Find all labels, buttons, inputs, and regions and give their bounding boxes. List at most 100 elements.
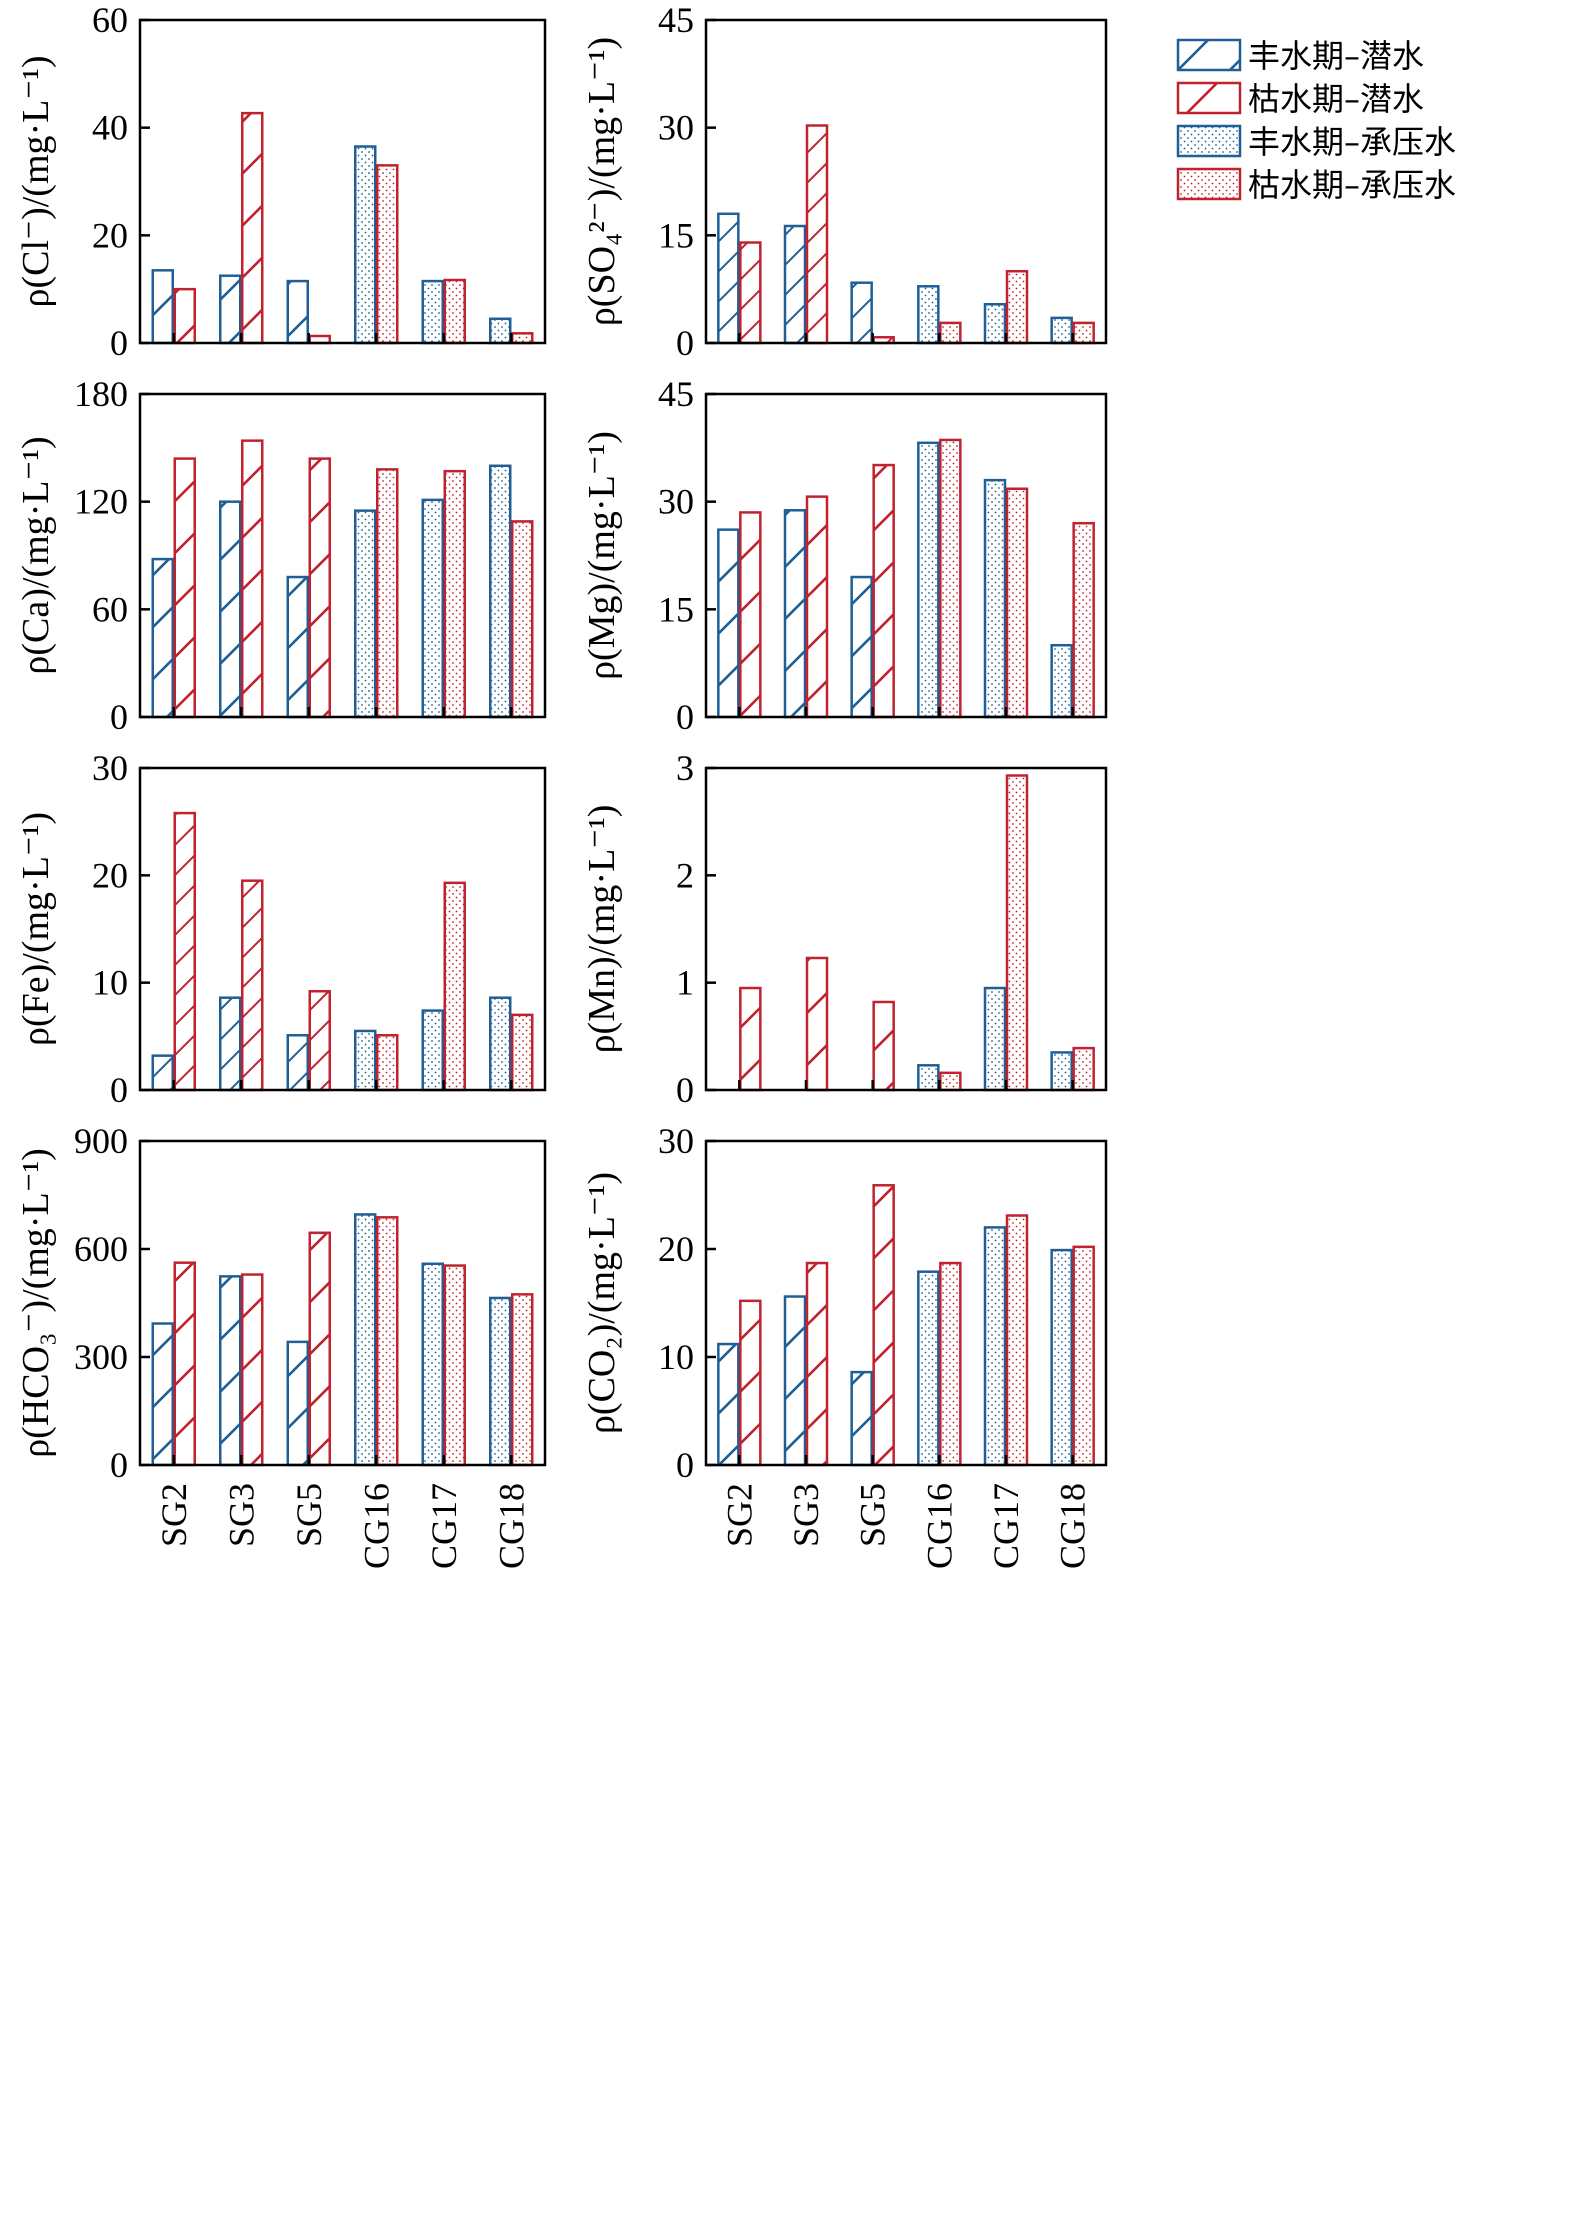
- y-axis-label: ρ(Mn)/(mg·L⁻¹): [581, 805, 623, 1054]
- y-axis-label: ρ(Fe)/(mg·L⁻¹): [15, 812, 57, 1046]
- legend-swatch: [1176, 38, 1242, 72]
- bar-sg5-wet: [286, 1340, 309, 1467]
- y-axis-label: ρ(CO₂)/(mg·L⁻¹): [581, 1172, 623, 1434]
- bar-sg3-dry: [805, 495, 829, 719]
- legend-swatch: [1176, 81, 1242, 115]
- y-tick-label: 3: [676, 748, 694, 788]
- chart-panel-8: 0 10 20 30 ρ(CO₂)/(mg·L⁻¹) SG2 SG3 SG5 CG16 CG17 C…: [581, 1121, 1108, 1569]
- bar-sg3-wet: [219, 1275, 242, 1467]
- bar-sg5-wet: [286, 279, 309, 345]
- bar-sg2-wet: [717, 528, 740, 719]
- bar-cg16-dry: [376, 1034, 399, 1092]
- bar-sg5-dry: [872, 463, 895, 719]
- bar-sg2-wet: [151, 1054, 174, 1092]
- bar-sg5-dry: [308, 990, 331, 1092]
- bar-cg18-wet: [489, 1296, 512, 1467]
- plot-frame: [138, 392, 547, 719]
- bar-cg16-dry: [376, 468, 399, 719]
- legend-item-4: 枯水期–承压水: [1176, 166, 1456, 204]
- y-axis-label: ρ(Ca)/(mg·L⁻¹): [15, 436, 57, 674]
- bar-cg18-wet: [489, 317, 512, 345]
- y-tick-label: 600: [74, 1229, 128, 1269]
- y-tick-label: 10: [92, 963, 128, 1003]
- bar-sg3-dry: [241, 439, 264, 719]
- bar-cg18-dry: [511, 1293, 534, 1467]
- bar-sg2-dry: [173, 1261, 196, 1467]
- bar-sg3-wet: [219, 500, 242, 719]
- bar-sg2-dry: [173, 287, 196, 345]
- bar-cg17-dry: [1005, 487, 1029, 719]
- bar-cg16-dry: [376, 1216, 399, 1467]
- bar-cg17-wet: [983, 478, 1007, 719]
- bar-cg17-dry: [443, 1264, 466, 1467]
- bar-sg3-wet: [783, 1295, 807, 1467]
- bar-sg3-dry: [805, 124, 829, 345]
- y-tick-label: 10: [658, 1337, 694, 1377]
- bar-cg17-wet: [983, 986, 1007, 1092]
- y-tick-label: 1: [676, 963, 694, 1003]
- bar-cg18-dry: [1072, 1046, 1095, 1092]
- y-tick-label: 30: [658, 482, 694, 522]
- bar-cg16-dry: [939, 1071, 962, 1092]
- bar-cg18-wet: [1050, 316, 1073, 345]
- chart-panel-1: 0 20 40 60 ρ(Cl⁻)/(mg·L⁻¹): [15, 0, 547, 363]
- legend-item-1: 丰水期–潜水: [1176, 37, 1424, 75]
- bar-cg16-wet: [917, 1064, 940, 1092]
- bar-cg17-wet: [421, 279, 444, 345]
- chart-panel-5: 0 10 20 30 ρ(Fe)/(mg·L⁻¹): [15, 748, 547, 1110]
- y-axis-label: ρ(Cl⁻)/(mg·L⁻¹): [15, 56, 57, 308]
- y-tick-label: 0: [110, 697, 128, 737]
- x-category-label: SG5: [289, 1483, 329, 1547]
- bar-cg18-dry: [511, 1013, 534, 1092]
- y-axis-label: ρ(SO₄²⁻)/(mg·L⁻¹): [581, 37, 623, 326]
- x-category-label: SG3: [221, 1483, 261, 1547]
- bar-sg2-dry: [739, 241, 762, 345]
- bar-cg16-dry: [939, 321, 962, 345]
- y-tick-label: 20: [92, 855, 128, 895]
- x-category-label: SG2: [719, 1483, 759, 1547]
- y-tick-label: 15: [658, 589, 694, 629]
- bar-cg17-wet: [421, 1262, 444, 1467]
- bar-cg17-wet: [983, 1226, 1007, 1467]
- bar-sg2-dry: [173, 811, 196, 1092]
- bar-cg17-wet: [421, 498, 444, 719]
- y-tick-label: 0: [676, 697, 694, 737]
- y-tick-label: 40: [92, 108, 128, 148]
- x-category-label: CG17: [986, 1483, 1026, 1569]
- bar-cg18-dry: [511, 520, 534, 719]
- bar-sg5-wet: [286, 575, 309, 719]
- bar-sg2-dry: [739, 1299, 762, 1467]
- y-tick-label: 20: [92, 215, 128, 255]
- legend-label: 丰水期–潜水: [1248, 37, 1424, 75]
- y-tick-label: 120: [74, 482, 128, 522]
- bar-cg17-wet: [983, 302, 1007, 345]
- chart-panel-4: 0 15 30 45 ρ(Mg)/(mg·L⁻¹): [581, 374, 1108, 737]
- plot-frame: [138, 18, 547, 345]
- plot-frame: [138, 1139, 547, 1467]
- bar-cg18-wet: [489, 464, 512, 719]
- bar-sg3-wet: [783, 509, 807, 719]
- y-tick-label: 0: [676, 1445, 694, 1485]
- y-tick-label: 30: [658, 1121, 694, 1161]
- bar-cg17-dry: [443, 881, 466, 1092]
- bar-cg16-wet: [354, 145, 377, 345]
- bar-sg3-wet: [219, 274, 242, 345]
- legend-label: 枯水期–承压水: [1248, 166, 1456, 204]
- chart-panel-3: 0 60 120 180 ρ(Ca)/(mg·L⁻¹): [15, 374, 547, 737]
- bar-sg5-dry: [308, 1231, 331, 1467]
- bar-sg3-dry: [805, 956, 829, 1092]
- bar-cg16-wet: [917, 285, 940, 345]
- bar-sg5-dry: [872, 1184, 895, 1467]
- bar-cg18-wet: [1050, 643, 1073, 719]
- plot-frame: [704, 766, 1108, 1092]
- bar-sg2-wet: [151, 557, 174, 719]
- y-tick-label: 0: [110, 323, 128, 363]
- bar-sg2-wet: [717, 1342, 740, 1467]
- y-tick-label: 2: [676, 855, 694, 895]
- bar-sg3-dry: [241, 111, 264, 345]
- y-tick-label: 0: [676, 1070, 694, 1110]
- bar-sg5-dry: [308, 457, 331, 719]
- legend-swatch: [1176, 124, 1242, 158]
